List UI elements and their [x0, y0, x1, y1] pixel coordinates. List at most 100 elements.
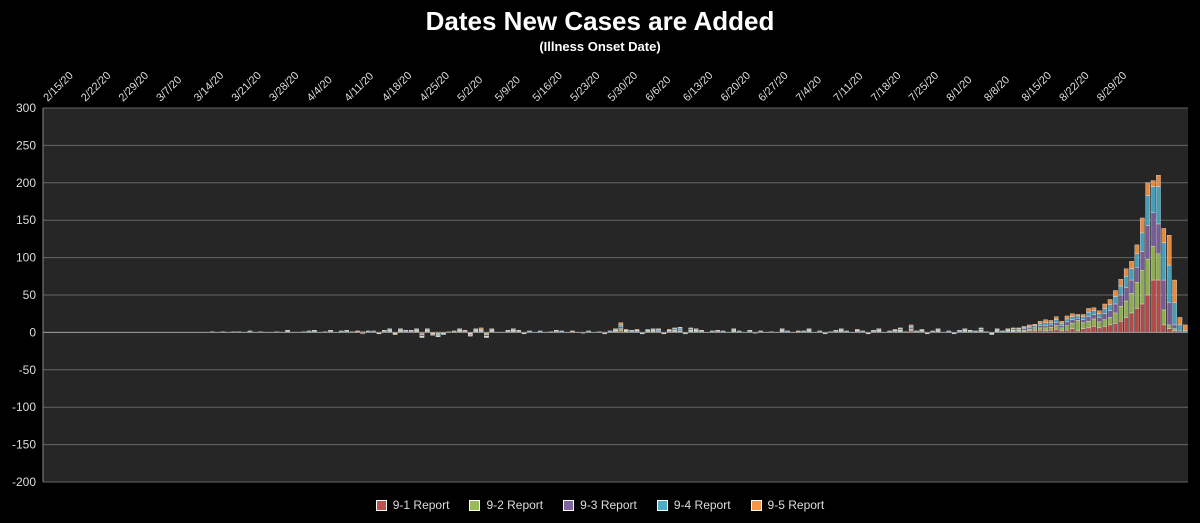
bar-segment-9-4-report [441, 333, 446, 335]
bar-segment-9-2-report [1166, 324, 1172, 329]
bar-segment-9-4-report [677, 327, 683, 330]
bar-segment-9-3-report [1102, 313, 1107, 320]
bar-segment-9-2-report [1027, 329, 1032, 332]
bar-segment-9-5-report [344, 330, 349, 332]
bar-segment-9-4-report [898, 328, 903, 331]
bar-segment-9-4-report [1011, 328, 1016, 331]
bar-segment-9-4-report [720, 330, 726, 332]
bar-segment-9-3-report [1059, 325, 1064, 329]
bar-segment-9-4-report [1037, 323, 1043, 326]
bar-segment-9-5-report [1183, 324, 1188, 332]
bar-segment-9-5-report [355, 330, 360, 332]
y-tick-label: 300 [16, 101, 36, 115]
bar-segment-9-5-report [1161, 228, 1167, 243]
bar-segment-9-2-report [1145, 258, 1150, 296]
bar-segment-9-4-report [946, 330, 952, 332]
x-tick-label: 3/21/20 [229, 70, 263, 104]
bar-segment-9-5-report [715, 330, 720, 332]
bar-segment-9-1-report [1091, 326, 1097, 333]
bar-segment-9-5-report [516, 330, 521, 332]
legend-swatch [750, 499, 762, 511]
bar-segment-9-3-report [1145, 225, 1150, 260]
bar-segment-9-4-report [860, 330, 866, 332]
legend-item: 9-1 Report [375, 498, 449, 512]
bar-segment-9-3-report [618, 326, 624, 329]
bar-segment-9-1-report [1086, 327, 1091, 333]
legend-swatch [375, 499, 387, 511]
x-tick-label: 2/29/20 [117, 70, 151, 104]
bar-segment-9-5-report [1080, 314, 1086, 317]
bar-segment-9-2-report [1032, 328, 1038, 332]
legend-item: 9-5 Report [750, 498, 824, 512]
bar-segment-9-1-report [1166, 328, 1172, 333]
y-tick-label: 0 [29, 325, 36, 339]
bar-segment-9-3-report [1107, 310, 1113, 318]
y-tick-label: -100 [12, 400, 36, 414]
bar-segment-9-3-report [1118, 294, 1124, 307]
bar-segment-9-1-report [1129, 312, 1134, 333]
x-tick-label: 2/22/20 [79, 70, 113, 104]
x-tick-label: 5/2/20 [455, 74, 485, 104]
bar-segment-9-5-report [667, 329, 672, 331]
bar-segment-9-4-report [1059, 323, 1064, 326]
bar-segment-9-5-report [1097, 310, 1102, 314]
bar-segment-9-5-report [731, 328, 737, 330]
bar-segment-9-5-report [457, 328, 462, 330]
bar-segment-9-3-report [1161, 279, 1167, 311]
bar-segment-9-5-report [451, 330, 457, 332]
x-tick-label: 6/6/20 [643, 74, 673, 104]
bar-segment-9-5-report [1054, 316, 1059, 320]
bar-segment-9-4-report [365, 330, 371, 332]
x-tick-label: 5/16/20 [531, 70, 565, 104]
bar-segment-9-4-report [683, 332, 688, 335]
bar-segment-9-5-report [489, 328, 495, 330]
bar-segment-9-5-report [1150, 180, 1156, 187]
legend-swatch [656, 499, 668, 511]
bar-segment-9-5-report [430, 334, 435, 336]
bar-segment-9-5-report [473, 328, 478, 330]
x-tick-label: 6/13/20 [681, 70, 715, 104]
bar-segment-9-1-report [1123, 317, 1129, 333]
x-tick-label: 6/20/20 [719, 70, 753, 104]
x-tick-label: 7/4/20 [794, 74, 824, 104]
x-tick-label: 3/14/20 [192, 70, 226, 104]
bar-segment-9-4-report [1054, 319, 1059, 323]
bar-segment-9-1-report [1070, 328, 1075, 333]
bar-segment-9-5-report [839, 328, 844, 330]
bar-segment-9-2-report [1064, 325, 1070, 331]
bar-segment-9-4-report [1145, 195, 1150, 226]
bar-segment-9-4-report [1032, 325, 1038, 328]
bar-segment-9-5-report [1156, 175, 1161, 187]
y-tick-label: -150 [12, 438, 36, 452]
bar-segment-9-5-report [968, 330, 973, 332]
x-tick-label: 8/1/20 [944, 74, 974, 104]
x-tick-label: 5/9/20 [493, 74, 523, 104]
bar-segment-9-5-report [919, 329, 925, 331]
bar-segment-9-4-report [1107, 304, 1113, 311]
bar-segment-9-4-report [382, 330, 387, 332]
bar-segment-9-5-report [285, 330, 290, 332]
bar-segment-9-5-report [779, 328, 785, 330]
bar-segment-9-5-report [328, 330, 333, 332]
bar-segment-9-4-report [957, 330, 962, 332]
bar-segment-9-5-report [1129, 261, 1134, 269]
bar-segment-9-1-report [1102, 326, 1107, 333]
legend-label: 9-3 Report [580, 498, 637, 512]
y-tick-label: 200 [16, 176, 36, 190]
bar-segment-9-5-report [1107, 299, 1113, 305]
y-axis: 300 250 200 150 100 50 0 -50 -100 -150 -200 [12, 101, 44, 489]
bar-segment-9-4-report [607, 330, 613, 332]
bar-segment-9-5-report [554, 330, 559, 332]
bar-segment-9-3-report [1032, 327, 1038, 329]
bar-segment-9-5-report [1075, 314, 1081, 317]
bar-segment-9-4-report [908, 326, 914, 329]
bar-segment-9-2-report [1102, 319, 1107, 327]
bar-segment-9-5-report [1005, 328, 1011, 330]
bar-segment-9-5-report [398, 328, 403, 330]
bar-segment-9-4-report [1080, 316, 1086, 320]
bar-segment-9-2-report [1037, 327, 1043, 331]
bar-segment-9-5-report [925, 332, 930, 335]
bar-segment-9-5-report [602, 332, 607, 335]
bar-segment-9-4-report [801, 330, 806, 332]
